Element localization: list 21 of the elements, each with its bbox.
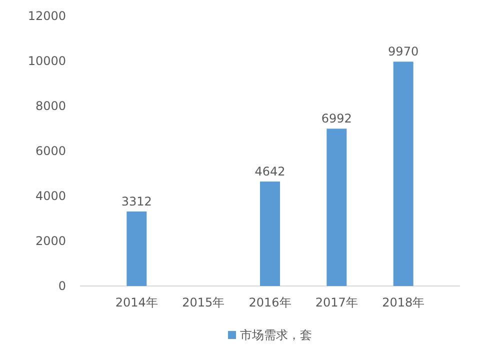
data-label: 6992 bbox=[321, 112, 352, 126]
x-tick-label: 2015年 bbox=[182, 296, 225, 310]
data-label: 3312 bbox=[121, 194, 152, 208]
bar bbox=[393, 62, 414, 286]
y-tick-label: 10000 bbox=[28, 54, 66, 68]
bar bbox=[126, 211, 147, 286]
legend-label: 市场需求，套 bbox=[240, 328, 312, 342]
data-label: 9970 bbox=[388, 44, 419, 59]
y-tick-label: 6000 bbox=[35, 144, 66, 158]
y-tick-label: 2000 bbox=[35, 234, 66, 248]
y-tick-label: 4000 bbox=[35, 188, 66, 203]
data-label: 4642 bbox=[254, 164, 286, 179]
x-tick-label: 2014年 bbox=[115, 296, 158, 310]
y-tick-label: 12000 bbox=[28, 8, 66, 23]
x-tick-label: 2016年 bbox=[248, 296, 292, 310]
x-tick-label: 2018年 bbox=[382, 296, 425, 310]
y-tick-label: 8000 bbox=[35, 98, 66, 113]
bar bbox=[326, 128, 347, 286]
y-tick-label: 0 bbox=[58, 278, 66, 293]
bar bbox=[260, 182, 280, 286]
x-tick-label: 2017年 bbox=[315, 296, 358, 310]
